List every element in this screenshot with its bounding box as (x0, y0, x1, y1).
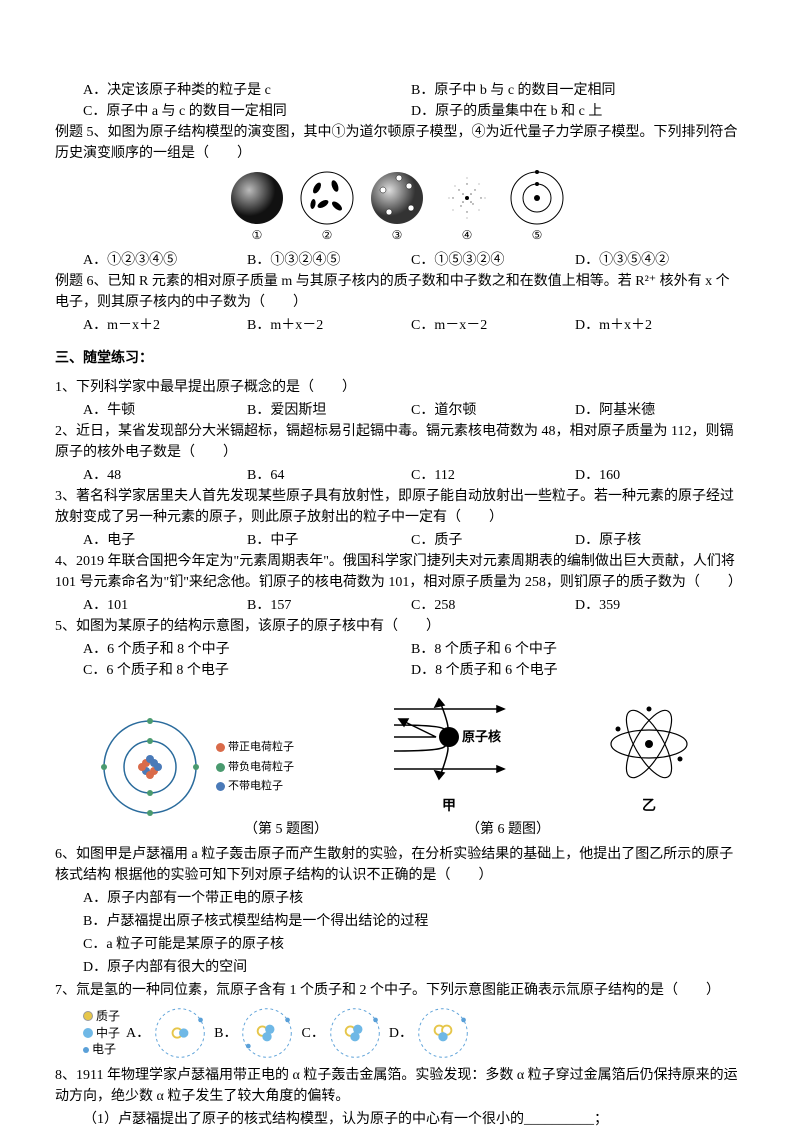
q5-options-row2: C．6 个质子和 8 个电子 D．8 个质子和 6 个电子 (55, 660, 739, 681)
nucleus-text: 原子核 (462, 729, 501, 744)
q3-opt-c: C．质子 (411, 530, 575, 551)
q5-opt-d: D．8 个质子和 6 个电子 (411, 660, 739, 681)
ex5-opt-b: B．①③②④⑤ (247, 250, 411, 271)
q1-opt-a: A．牛顿 (83, 400, 247, 421)
q4-opt-b: B．157 (247, 595, 411, 616)
q6-opt-b: B．卢瑟福提出原子核式模型结构是一个得出结论的过程 (55, 911, 739, 932)
q7-legend: 质子 中子 电子 (83, 1008, 120, 1058)
prev-opt-a: A．决定该原子种类的粒子是 c (83, 80, 411, 101)
prev-opt-c: C．原子中 a 与 c 的数目一定相同 (83, 101, 411, 122)
q8-sub1: （1）卢瑟福提出了原子的核式结构模型，认为原子的中心有一个很小的________… (55, 1109, 739, 1130)
q7-stem: 7、氚是氢的一种同位素，氚原子含有 1 个质子和 2 个中子。下列示意图能正确表… (55, 980, 739, 1001)
q3-opt-b: B．中子 (247, 530, 411, 551)
q7-opt-b: B． (214, 1005, 295, 1061)
q5-legend-neu: 不带电粒子 (216, 778, 294, 795)
q5-caption: （第 5 题图） (244, 819, 328, 840)
prev-question-options-row2: C．原子中 a 与 c 的数目一定相同 D．原子的质量集中在 b 和 c 上 (55, 101, 739, 122)
ex5-opt-c: C．①⑤③②④ (411, 250, 575, 271)
q2-opt-b: B．64 (247, 465, 411, 486)
ex5-opt-a: A．①②③④⑤ (83, 250, 247, 271)
model-1: ① (227, 170, 287, 244)
prev-opt-d: D．原子的质量集中在 b 和 c 上 (411, 101, 739, 122)
q5-legend-neg: 带负电荷粒子 (216, 759, 294, 776)
model-2-label: ② (297, 226, 357, 244)
q5-opt-a: A．6 个质子和 8 个中子 (83, 639, 411, 660)
ex5-opt-d: D．①③⑤④② (575, 250, 739, 271)
q2-stem: 2、近日，某省发现部分大米镉超标，镉超标易引起镉中毒。镉元素核电荷数为 48，相… (55, 421, 739, 463)
ex5-models-figure: ① ② ③ ④ (55, 170, 739, 244)
model-3-label: ③ (367, 226, 427, 244)
q6-opt-a: A．原子内部有一个带正电的原子核 (55, 888, 739, 909)
q8-stem: 8、1911 年物理学家卢瑟福用带正电的 α 粒子轰击金属箔。实验发现：多数 α… (55, 1065, 739, 1107)
q6-caption: （第 6 题图） (466, 819, 550, 840)
q1-options: A．牛顿 B．爱因斯坦 C．道尔顿 D．阿基米德 (55, 400, 739, 421)
q5-stem: 5、如图为某原子的结构示意图，该原子的原子核中有（ ） (55, 616, 739, 637)
q3-stem: 3、著名科学家居里夫人首先发现某些原子具有放射性，即原子能自动放射出一些粒子。若… (55, 486, 739, 528)
ex6-opt-a: A．m－x＋2 (83, 315, 247, 336)
q7-opt-d: D． (389, 1005, 471, 1061)
q2-opt-d: D．160 (575, 465, 739, 486)
q1-opt-d: D．阿基米德 (575, 400, 739, 421)
q5-opt-c: C．6 个质子和 8 个电子 (83, 660, 411, 681)
q6-opt-c: C．a 粒子可能是某原子的原子核 (55, 934, 739, 955)
model-5-label: ⑤ (507, 226, 567, 244)
model-2: ② (297, 170, 357, 244)
q1-opt-b: B．爱因斯坦 (247, 400, 411, 421)
prev-question-options-row1: A．决定该原子种类的粒子是 c B．原子中 b 与 c 的数目一定相同 (55, 80, 739, 101)
ex6-options: A．m－x＋2 B．m＋x－2 C．m－x－2 D．m＋x＋2 (55, 315, 739, 336)
model-1-label: ① (227, 226, 287, 244)
model-4-label: ④ (437, 226, 497, 244)
q4-opt-a: A．101 (83, 595, 247, 616)
q7-opt-c: C． (301, 1005, 382, 1061)
ex6-stem: 例题 6、已知 R 元素的相对原子质量 m 与其原子核内的质子数和中子数之和在数… (55, 271, 739, 313)
q6-yi-label: 乙 (604, 796, 694, 817)
q4-opt-c: C．258 (411, 595, 575, 616)
q6-opt-d: D．原子内部有很大的空间 (55, 957, 739, 978)
model-5: ⑤ (507, 170, 567, 244)
q6-jia-label: 甲 (384, 796, 514, 817)
q6-figure-yi: 乙 (604, 699, 694, 817)
q5-q6-figures: 带正电荷粒子 带负电荷粒子 不带电粒子 原子核 甲 (55, 689, 739, 817)
q4-stem: 4、2019 年联合国把今年定为"元素周期表年"。俄国科学家门捷列夫对元素周期表… (55, 551, 739, 593)
q5-figure: 带正电荷粒子 带负电荷粒子 不带电粒子 (100, 717, 294, 817)
q5-options-row1: A．6 个质子和 8 个中子 B．8 个质子和 6 个中子 (55, 639, 739, 660)
q7-options-row: 质子 中子 电子 A． B． C． (55, 1005, 739, 1061)
ex5-options: A．①②③④⑤ B．①③②④⑤ C．①⑤③②④ D．①③⑤④② (55, 250, 739, 271)
model-4: ④ (437, 170, 497, 244)
model-3: ③ (367, 170, 427, 244)
fig-captions: （第 5 题图） （第 6 题图） (55, 819, 739, 840)
q5-opt-b: B．8 个质子和 6 个中子 (411, 639, 739, 660)
q5-legend-pos: 带正电荷粒子 (216, 739, 294, 756)
ex6-opt-d: D．m＋x＋2 (575, 315, 739, 336)
section3-heading: 三、随堂练习： (55, 348, 739, 369)
ex6-opt-b: B．m＋x－2 (247, 315, 411, 336)
q2-options: A．48 B．64 C．112 D．160 (55, 465, 739, 486)
q3-opt-a: A．电子 (83, 530, 247, 551)
q3-opt-d: D．原子核 (575, 530, 739, 551)
prev-opt-b: B．原子中 b 与 c 的数目一定相同 (411, 80, 739, 101)
ex5-stem: 例题 5、如图为原子结构模型的演变图，其中①为道尔顿原子模型，④为近代量子力学原… (55, 122, 739, 164)
q6-stem: 6、如图甲是卢瑟福用 a 粒子轰击原子而产生散射的实验，在分析实验结果的基础上，… (55, 844, 739, 886)
q2-opt-c: C．112 (411, 465, 575, 486)
q6-figure-jia: 原子核 甲 (384, 689, 514, 817)
q4-opt-d: D．359 (575, 595, 739, 616)
q7-opt-a: A． (126, 1005, 208, 1061)
q2-opt-a: A．48 (83, 465, 247, 486)
q1-opt-c: C．道尔顿 (411, 400, 575, 421)
q4-options: A．101 B．157 C．258 D．359 (55, 595, 739, 616)
q3-options: A．电子 B．中子 C．质子 D．原子核 (55, 530, 739, 551)
ex6-opt-c: C．m－x－2 (411, 315, 575, 336)
q1-stem: 1、下列科学家中最早提出原子概念的是（ ） (55, 377, 739, 398)
